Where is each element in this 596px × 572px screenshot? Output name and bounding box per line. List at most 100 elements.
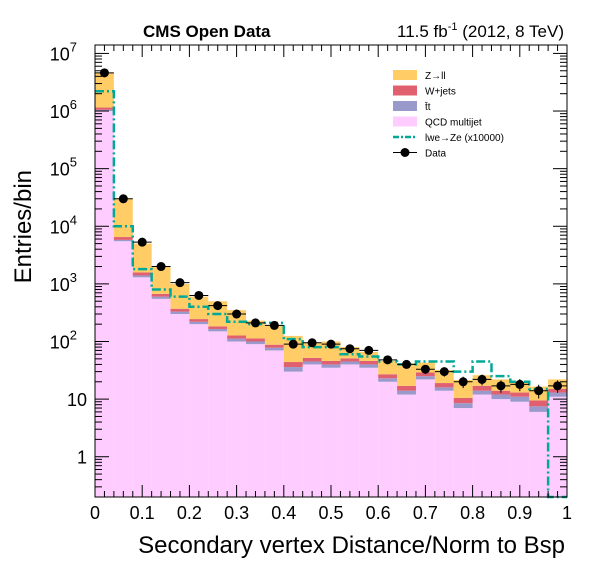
stack-bar-3-bin-2 xyxy=(113,237,133,240)
stack-bar-2-bin-24 xyxy=(529,406,549,412)
stack-bar-4-bin-2 xyxy=(113,198,133,238)
stack-bar-3-bin-9 xyxy=(246,338,265,342)
stack-bar-2-bin-13 xyxy=(321,364,341,368)
stack-bar-3-bin-13 xyxy=(321,360,341,365)
stack-bar-1-bin-21 xyxy=(472,394,492,497)
stack-bar-2-bin-23 xyxy=(510,396,530,402)
stack-bar-2-bin-3 xyxy=(132,275,152,278)
x-tick-label: 1 xyxy=(562,503,572,523)
legend: Z→ll W+jets t̄t QCD multijet lwe→Ze (x10000)… xyxy=(393,70,504,160)
stack-bar-3-bin-6 xyxy=(189,319,209,322)
y-tick-label: 107 xyxy=(50,39,77,64)
stack-bar-4-bin-8 xyxy=(227,310,247,336)
stack-bar-4-bin-15 xyxy=(359,351,379,361)
stack-bar-4-bin-20 xyxy=(453,379,473,398)
data-point-14 xyxy=(345,344,355,354)
data-point-19 xyxy=(439,367,449,377)
data-point-18 xyxy=(420,364,430,374)
stack-bar-1-bin-2 xyxy=(113,241,133,497)
legend-label-2: W+jets xyxy=(425,87,456,98)
stack-bar-3-bin-11 xyxy=(283,362,303,368)
chart-title: CMS Open Data xyxy=(143,22,271,41)
stack-bar-3-bin-8 xyxy=(227,335,247,339)
stack-bar-2-bin-19 xyxy=(434,387,454,391)
data-point-15 xyxy=(364,345,374,355)
stack-bar-1-bin-15 xyxy=(359,367,379,497)
y-tick-label: 102 xyxy=(50,327,77,352)
data-point-17 xyxy=(402,359,412,369)
data-point-13 xyxy=(326,339,336,349)
lumi-label: 11.5 fb-1 (2012, 8 TeV) xyxy=(397,21,564,41)
stack-bar-1-bin-22 xyxy=(491,399,511,497)
legend-swatch-2 xyxy=(393,85,417,96)
stack-bar-4-bin-3 xyxy=(132,243,152,273)
data-point-11 xyxy=(288,339,298,349)
data-layer xyxy=(95,68,567,399)
y-axis-label: Entries/bin xyxy=(10,170,37,283)
y-tick-label: 104 xyxy=(50,212,77,237)
stack-bar-4-bin-16 xyxy=(378,360,398,375)
stack-bar-1-bin-19 xyxy=(434,390,454,497)
data-point-6 xyxy=(194,290,204,300)
stack-bar-1-bin-8 xyxy=(227,341,247,497)
data-point-1 xyxy=(99,68,109,78)
data-point-5 xyxy=(175,278,185,288)
legend-label-3: t̄t xyxy=(424,101,431,113)
legend-label-1: Z→ll xyxy=(425,71,446,82)
stack-bar-2-bin-7 xyxy=(208,328,228,332)
x-tick-label: 0.9 xyxy=(507,503,532,523)
stack-bar-3-bin-24 xyxy=(529,400,549,407)
stack-bar-1-bin-17 xyxy=(397,394,416,497)
legend-marker-6 xyxy=(400,148,410,157)
stack-bar-4-bin-11 xyxy=(283,335,303,363)
x-tick-label: 0.6 xyxy=(366,503,391,523)
stack-bar-1-bin-12 xyxy=(302,364,322,497)
stack-bar-1-bin-9 xyxy=(246,344,265,497)
stack-bar-2-bin-18 xyxy=(415,376,435,380)
stack-bar-1-bin-3 xyxy=(132,277,152,497)
data-point-2 xyxy=(118,194,128,204)
stack-bar-3-bin-1 xyxy=(95,107,114,110)
y-tick-label: 103 xyxy=(50,270,77,295)
x-tick-label: 0.1 xyxy=(130,503,155,523)
stack-bar-4-bin-10 xyxy=(264,325,284,345)
stack-bar-3-bin-10 xyxy=(264,344,284,348)
x-tick-label: 0.5 xyxy=(318,503,343,523)
stack-bar-1-bin-18 xyxy=(415,379,435,497)
legend-swatch-3 xyxy=(393,101,417,111)
stack-bar-1-bin-16 xyxy=(378,381,398,497)
stack-bar-2-bin-20 xyxy=(453,403,473,409)
stack-bar-2-bin-22 xyxy=(491,394,511,400)
stack-bar-3-bin-16 xyxy=(378,374,398,379)
stack-bar-3-bin-4 xyxy=(151,293,171,297)
stack-bar-2-bin-17 xyxy=(397,390,416,395)
stack-bar-2-bin-15 xyxy=(359,364,379,368)
stack-bar-3-bin-18 xyxy=(415,372,435,377)
x-axis-label: Secondary vertex Distance/Norm to Bsp xyxy=(138,532,565,559)
data-point-7 xyxy=(213,301,223,311)
x-tick-label: 0.2 xyxy=(177,503,202,523)
y-tick-label: 10 xyxy=(67,390,87,410)
stack-bar-3-bin-15 xyxy=(359,360,379,365)
legend-label-6: Data xyxy=(425,149,447,160)
stack-bar-3-bin-7 xyxy=(208,326,228,329)
y-tick-label: 1 xyxy=(77,448,87,468)
stack-bar-2-bin-10 xyxy=(264,347,284,351)
stack-bar-2-bin-6 xyxy=(189,321,209,325)
stack-bar-1-bin-13 xyxy=(321,367,341,497)
stack-bar-3-bin-5 xyxy=(170,308,190,312)
stack-bar-1-bin-7 xyxy=(208,331,228,497)
stack-bar-1-bin-14 xyxy=(340,364,360,497)
y-tick-label: 106 xyxy=(50,97,77,122)
stack-bar-2-bin-8 xyxy=(227,338,247,342)
stack-bar-3-bin-20 xyxy=(453,397,473,404)
stack-bar-3-bin-12 xyxy=(302,357,322,362)
y-tick-label: 105 xyxy=(50,155,77,180)
data-point-23 xyxy=(515,379,525,389)
data-point-25 xyxy=(553,381,563,391)
stack-bar-1-bin-24 xyxy=(529,411,549,497)
axis-ticks: 0 0.1 0.2 0.3 0.4 0.5 0.6 0.7 0.8 0.9 1 1 10 102 103 10… xyxy=(50,39,572,523)
stack-bar-1-bin-10 xyxy=(264,350,284,497)
data-point-21 xyxy=(477,374,487,384)
